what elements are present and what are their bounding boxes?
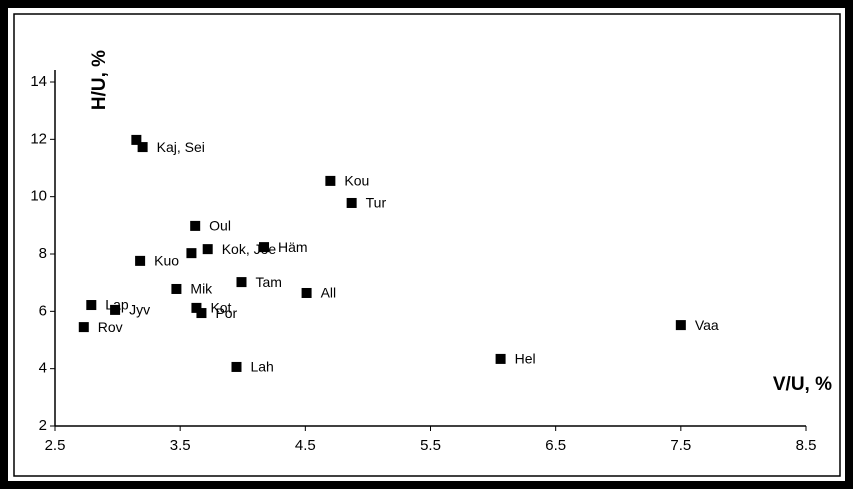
- point-label: Hel: [515, 351, 536, 367]
- point: [78, 322, 89, 333]
- x-tick-label: 4.5: [295, 437, 316, 454]
- point: [301, 287, 312, 298]
- point: [110, 304, 121, 315]
- y-tick-label: 10: [30, 188, 47, 205]
- point: [135, 255, 146, 266]
- point-label: Kuo: [154, 253, 179, 269]
- point-label: Kou: [344, 173, 369, 189]
- point: [186, 248, 197, 259]
- x-tick-label: 2.5: [45, 437, 66, 454]
- point: [196, 308, 207, 319]
- x-tick-label: 5.5: [420, 437, 441, 454]
- y-tick-label: 14: [30, 73, 47, 90]
- point-label: Mik: [190, 281, 213, 297]
- y-tick-label: 8: [39, 245, 47, 262]
- point: [259, 242, 270, 253]
- y-tick-label: 12: [30, 130, 47, 147]
- point: [202, 244, 213, 255]
- y-tick-label: 6: [39, 302, 47, 319]
- point: [190, 220, 201, 231]
- point: [231, 361, 242, 372]
- point: [346, 197, 357, 208]
- point: [675, 320, 686, 331]
- point-label: Jyv: [129, 302, 150, 318]
- point-label: Tur: [366, 195, 387, 211]
- inner-frame: [13, 13, 841, 477]
- x-tick-label: 3.5: [170, 437, 191, 454]
- x-tick-label: 8.5: [796, 437, 817, 454]
- x-axis-title: V/U, %: [773, 374, 832, 395]
- point-label: Tam: [255, 274, 281, 290]
- point: [236, 277, 247, 288]
- point-label: Por: [215, 305, 237, 321]
- x-tick-label: 7.5: [670, 437, 691, 454]
- point-label: Rov: [98, 319, 123, 335]
- point-label: Häm: [278, 239, 308, 255]
- point-label: Kaj, Sei: [157, 139, 205, 155]
- point: [191, 302, 202, 313]
- point-label: All: [321, 285, 337, 301]
- y-tick-label: 4: [39, 360, 47, 377]
- x-tick-label: 6.5: [545, 437, 566, 454]
- y-tick-label: 2: [39, 417, 47, 434]
- point-label: Kot: [210, 300, 231, 316]
- point: [495, 353, 506, 364]
- point: [171, 283, 182, 294]
- point-label: Vaa: [695, 317, 719, 333]
- point: [86, 300, 97, 311]
- y-axis-title: H/U, %: [89, 50, 110, 110]
- point: [325, 175, 336, 186]
- point-label: Oul: [209, 218, 231, 234]
- point-label: Lah: [250, 359, 273, 375]
- point: [131, 134, 142, 145]
- point: [137, 142, 148, 153]
